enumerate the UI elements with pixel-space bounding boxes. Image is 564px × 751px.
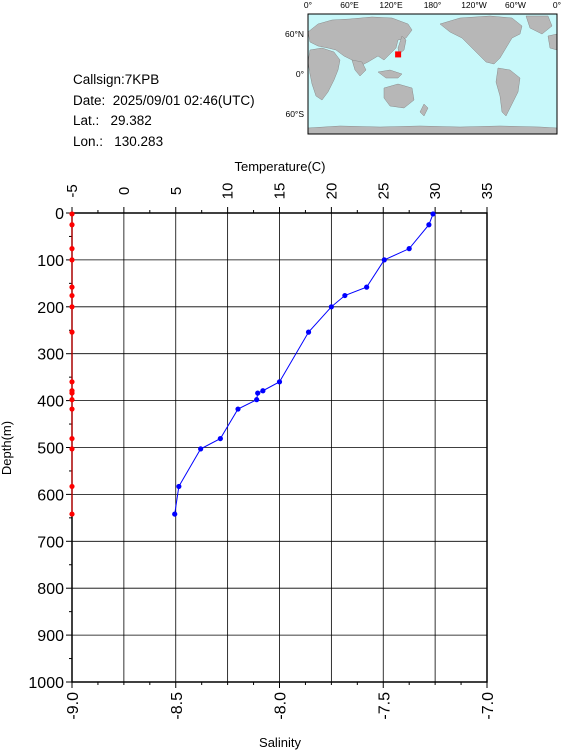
south-america-landmass [495,67,521,117]
temperature-data-point [255,390,261,396]
salinity-data-point [69,379,75,385]
salinity-data-point [69,446,75,452]
map-frame [307,13,558,135]
map-lon-label: 60°W [505,0,526,10]
salinity-tick-label: -7.5 [376,692,393,720]
temperature-data-point [235,406,241,412]
salinity-data-point [69,329,75,335]
north-america-landmass [439,15,523,65]
salinity-data-point [69,388,75,394]
temperature-data-point [260,388,266,394]
depth-tick-label: 900 [37,628,64,645]
temperature-data-point [217,435,223,442]
map-lat-label: 60°S [285,109,304,119]
map-lon-label: 0° [304,0,312,10]
temperature-tick-label: 15 [272,183,289,200]
depth-tick-label: 600 [37,487,64,504]
station-marker [395,51,402,58]
depth-tick-label: 0 [55,206,64,223]
temperature-data-point [276,379,283,385]
salinity-tick-label: -9.0 [65,692,82,720]
temperature-tick-label: 30 [427,183,444,200]
depth-axis-title: Depth(m) [0,421,14,475]
callsign-text: Callsign:7KPB [73,72,160,87]
temperature-axis-title: Temperature(C) [234,159,325,174]
depth-tick-label: 500 [37,441,64,458]
map-lon-label: 0° [553,0,561,10]
temperature-data-point [381,257,387,263]
depth-tick-label: 800 [37,581,64,598]
temperature-data-point [198,446,204,452]
japan-landmass [397,35,407,55]
longitude-text: Lon.: 130.283 [73,133,164,149]
temperature-data-point [328,304,334,310]
antarctica-landmass [307,125,558,135]
latitude-text: Lat.: 29.382 [73,113,152,128]
temperature-profile-line [174,213,434,515]
new-zealand-landmass [419,103,429,117]
temperature-data-point [305,329,312,335]
temperature-tick-label: -5 [64,184,81,197]
salinity-data-point [69,246,75,252]
depth-tick-label: 200 [37,300,64,317]
temperature-data-point [172,511,178,517]
salinity-data-point [69,435,75,442]
salinity-data-point [69,406,75,412]
map-lat-label: 0° [296,69,304,79]
salinity-tick-label: -8.0 [273,692,290,720]
salinity-data-point [69,257,75,263]
temperature-data-point [406,246,412,252]
africa-landmass [307,47,341,101]
eurasia-landmass [307,16,413,67]
temperature-tick-label: 25 [375,183,392,200]
temperature-tick-label: 10 [220,183,237,200]
salinity-tick-label: -7.0 [480,692,497,720]
map-lat-label: 60°N [285,29,304,39]
salinity-data-point [69,284,75,290]
station-info: Callsign:7KPB Date: 2025/09/01 02:46(UTC… [73,70,255,152]
greenland-landmass [525,15,553,35]
map-land [307,15,558,135]
map-lon-label: 120°E [379,0,403,10]
salinity-data-point [69,397,75,403]
plot-frame [71,212,488,683]
temperature-tick-label: 0 [116,187,133,195]
salinity-data-point [69,483,75,490]
depth-tick-label: 100 [37,253,64,270]
temperature-data-point [254,397,260,403]
salinity-data-point [69,211,75,217]
temperature-tick-label: 35 [479,183,496,200]
depth-tick-label: 1000 [28,675,64,692]
salinity-data-point [69,511,75,517]
temperature-data-point [176,483,182,490]
australia-landmass [383,83,415,109]
map-lon-label: 180° [424,0,442,10]
salinity-axis-title: Salinity [259,735,301,750]
salinity-data-point [69,304,75,310]
salinity-tick-label: -8.5 [169,692,186,720]
temperature-data-point [342,292,348,299]
world-map: 0° 60°E 120°E 180° 120°W 60°W 0° 60°N 0° 60°S [285,0,561,135]
map-lon-label: 120°W [461,0,487,10]
map-tick-labels: 0° 60°E 120°E 180° 120°W 60°W 0° 60°N 0° 60°S [285,0,561,119]
temperature-data-point [364,284,370,290]
depth-tick-label: 400 [37,394,64,411]
date-text: Date: 2025/09/01 02:46(UTC) [73,92,255,108]
temperature-data-point [430,211,436,217]
temperature-tick-label: 20 [323,183,340,200]
indonesia-landmass [377,69,403,79]
temperature-tick-label: 5 [168,187,185,195]
map-lon-label: 60°E [340,0,359,10]
data-series [69,211,436,517]
salinity-data-point [69,292,75,299]
chart-grid [71,212,488,683]
india-landmass [351,59,367,77]
depth-tick-label: 300 [37,347,64,364]
salinity-data-point [69,222,75,228]
salinity-data-point [69,390,75,396]
depth-tick-label: 700 [37,534,64,551]
temperature-data-point [426,222,432,228]
chart-axes: -5 0 5 10 15 20 25 30 35010020030040050060070080… [28,183,497,720]
